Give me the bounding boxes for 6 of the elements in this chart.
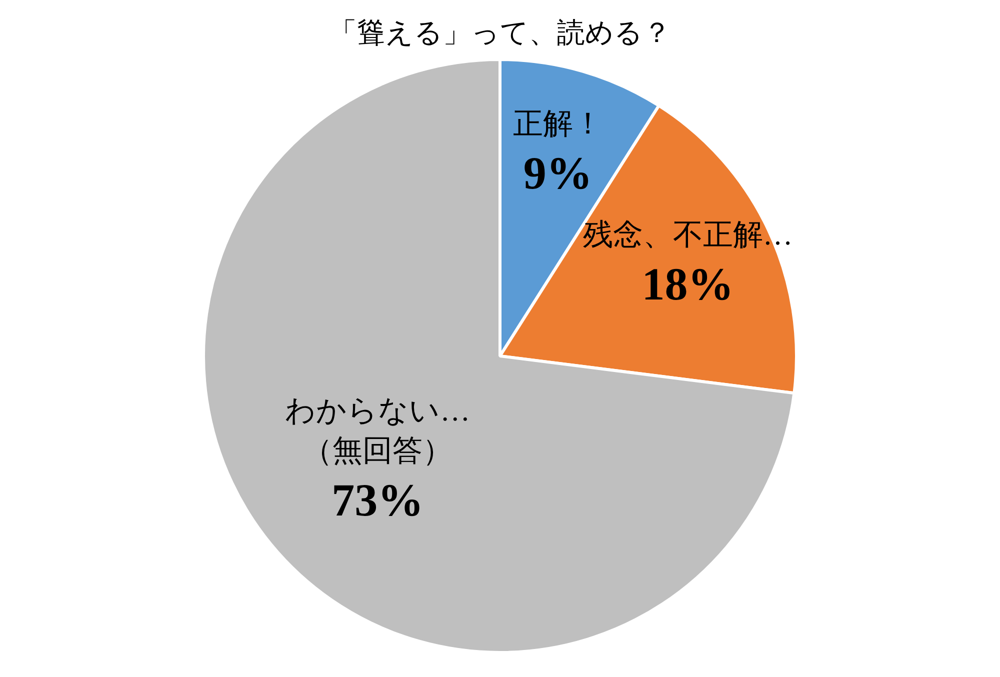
data-label: 9% [523,148,592,199]
slice-label: 正解！ [512,108,603,141]
slice-label: わからない… （無回答） [285,394,470,468]
chart-title: 「聳える」って、読める？ [328,17,672,51]
data-label: 18% [642,258,734,310]
data-label: 73% [332,474,424,526]
